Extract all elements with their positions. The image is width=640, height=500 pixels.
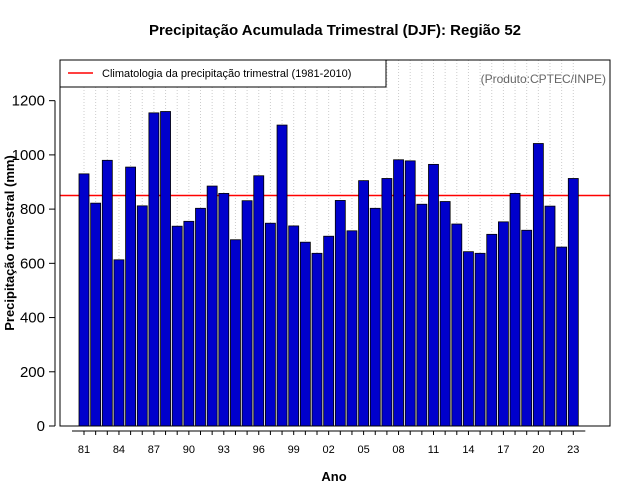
- chart-title: Precipitação Acumulada Trimestral (DJF):…: [149, 22, 521, 39]
- bar-07: [381, 178, 393, 427]
- bar-95: [241, 200, 253, 427]
- x-tick-label-23: 23: [567, 444, 579, 456]
- bar-83: [101, 159, 113, 427]
- x-tick-label-08: 08: [392, 444, 404, 456]
- bar-11: [428, 163, 439, 427]
- bar-94: [230, 239, 241, 427]
- bar-23: [567, 178, 579, 427]
- bar-16: [486, 233, 498, 427]
- bar-81: [78, 173, 90, 427]
- legend-box: [59, 59, 387, 88]
- y-tick-label-600: 600: [20, 255, 45, 272]
- x-axis-label: Ano: [321, 469, 346, 484]
- bar-90: [183, 220, 195, 427]
- x-axis: 81 84 87 90 93 96 99 02 05 08 11 14 17 20 23: [72, 430, 586, 456]
- credit-text: (Produto:CPTEC/INPE): [481, 72, 606, 86]
- bar-10: [416, 203, 428, 427]
- bar-22: [556, 246, 568, 427]
- bar-85: [125, 166, 136, 427]
- x-tick-label-93: 93: [218, 444, 230, 456]
- y-tick-label-200: 200: [20, 364, 45, 381]
- bars: [78, 111, 579, 427]
- x-tick-label-11: 11: [428, 444, 439, 456]
- bar-01: [311, 252, 323, 427]
- y-axis-label: Precipitação trimestral (mm): [2, 155, 17, 331]
- x-tick-label-81: 81: [78, 444, 90, 456]
- bar-02: [323, 235, 335, 427]
- bar-91: [195, 207, 206, 427]
- x-tick-label-84: 84: [113, 444, 125, 456]
- x-tick-label-02: 02: [323, 444, 335, 456]
- bar-92: [206, 185, 218, 427]
- bar-17: [497, 221, 509, 427]
- bar-84: [113, 259, 125, 427]
- bar-18: [509, 192, 521, 427]
- bar-98: [276, 124, 288, 427]
- bar-12: [439, 201, 451, 427]
- bar-21: [544, 205, 556, 427]
- bar-93: [218, 192, 230, 427]
- y-tick-label-0: 0: [37, 418, 45, 435]
- bar-99: [288, 225, 300, 427]
- bar-03: [334, 200, 346, 427]
- bar-04: [346, 230, 358, 427]
- legend-label: Climatologia da precipitação trimestral …: [102, 68, 351, 80]
- x-tick-label-14: 14: [462, 444, 474, 456]
- bar-06: [369, 207, 381, 427]
- bar-09: [404, 160, 416, 427]
- bar-08: [393, 159, 404, 427]
- x-tick-label-90: 90: [183, 444, 195, 456]
- bar-19: [521, 229, 533, 427]
- bar-00: [299, 241, 311, 427]
- x-tick-label-05: 05: [357, 444, 369, 456]
- y-tick-label-1000: 1000: [12, 147, 45, 164]
- bar-96: [253, 175, 265, 427]
- bar-86: [136, 205, 148, 427]
- bar-05: [358, 180, 370, 427]
- bar-87: [148, 112, 160, 427]
- bar-15: [474, 252, 486, 427]
- bar-20: [532, 143, 544, 427]
- bar-89: [171, 225, 183, 427]
- y-tick-label-400: 400: [20, 310, 45, 327]
- y-axis: 0 200 400 600 800 1000 1200: [12, 93, 56, 435]
- x-tick-label-96: 96: [253, 444, 265, 456]
- bar-88: [160, 111, 171, 427]
- y-tick-label-1200: 1200: [12, 93, 45, 110]
- bar-97: [264, 222, 276, 427]
- y-tick-label-800: 800: [20, 201, 45, 218]
- bar-13: [451, 223, 463, 427]
- x-tick-label-99: 99: [288, 444, 300, 456]
- x-tick-label-20: 20: [532, 444, 544, 456]
- x-tick-label-17: 17: [497, 444, 509, 456]
- bar-82: [90, 202, 102, 427]
- bar-14: [463, 251, 474, 427]
- x-tick-label-87: 87: [148, 444, 160, 456]
- legend: Climatologia da precipitação trimestral …: [59, 59, 387, 88]
